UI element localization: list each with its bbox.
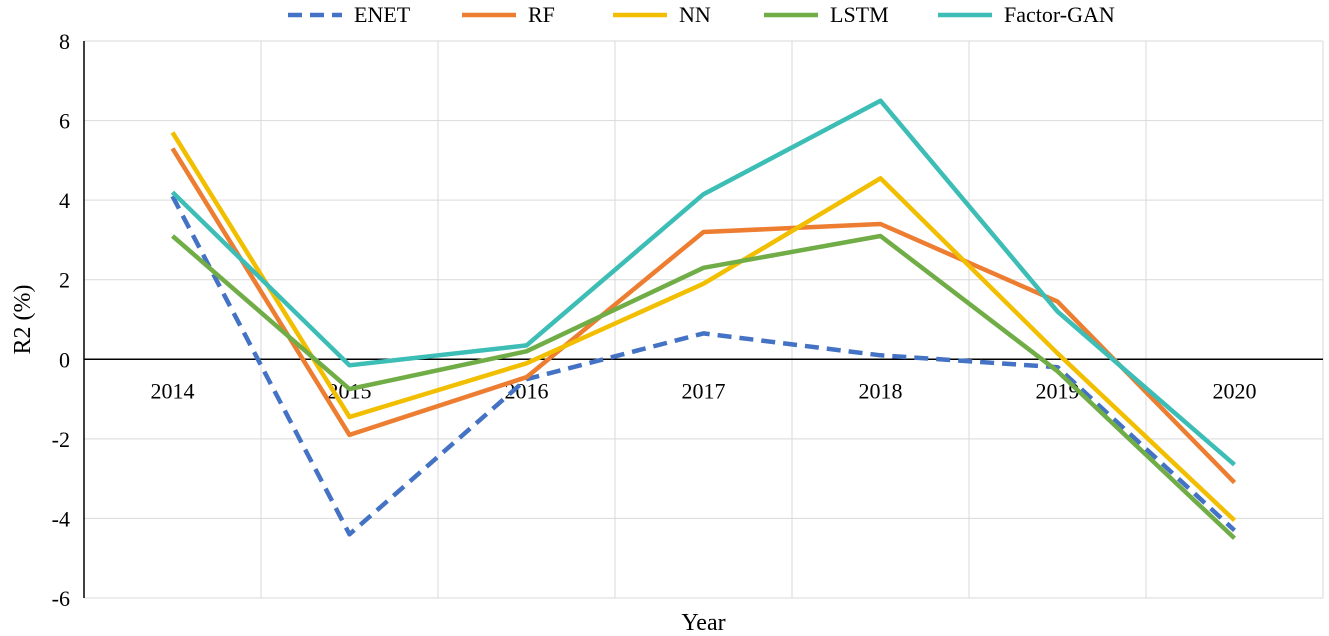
y-tick-label: 6: [59, 109, 70, 134]
x-tick-label: 2014: [151, 378, 195, 403]
x-tick-labels: 2014 2015 2016 2017 2018 2019 2020: [151, 378, 1257, 403]
legend-label: ENET: [354, 2, 411, 27]
series-line-nn: [170, 131, 1237, 523]
series-line-rf: [170, 147, 1237, 485]
y-tick-label: -4: [52, 506, 70, 531]
legend-label: NN: [679, 2, 711, 27]
y-tick-label: 0: [59, 347, 70, 372]
grid: [84, 40, 1324, 599]
y-tick-label: 4: [59, 188, 70, 213]
series-lines: [170, 98, 1237, 540]
legend-label: Factor-GAN: [1004, 2, 1115, 27]
y-tick-label: 2: [59, 268, 70, 293]
series-line-lstm: [171, 233, 1237, 540]
y-tick-label: -6: [52, 586, 70, 611]
y-tick-labels: 8 6 4 2 0 -2 -4 -6: [52, 29, 70, 611]
y-tick-label: 8: [59, 29, 70, 54]
legend-label: LSTM: [830, 2, 889, 27]
x-axis-title: Year: [681, 610, 725, 636]
series-line-factor-gan: [170, 98, 1236, 467]
legend: ENET RF NN LSTM Factor-GAN: [288, 2, 1115, 27]
y-axis-title: R2 (%): [10, 285, 36, 355]
legend-label: RF: [528, 2, 555, 27]
series-line-enet: [170, 195, 1237, 537]
y-tick-label: -2: [52, 427, 70, 452]
x-tick-label: 2020: [1213, 378, 1257, 403]
x-tick-label: 2017: [682, 378, 726, 403]
x-tick-label: 2018: [859, 378, 903, 403]
